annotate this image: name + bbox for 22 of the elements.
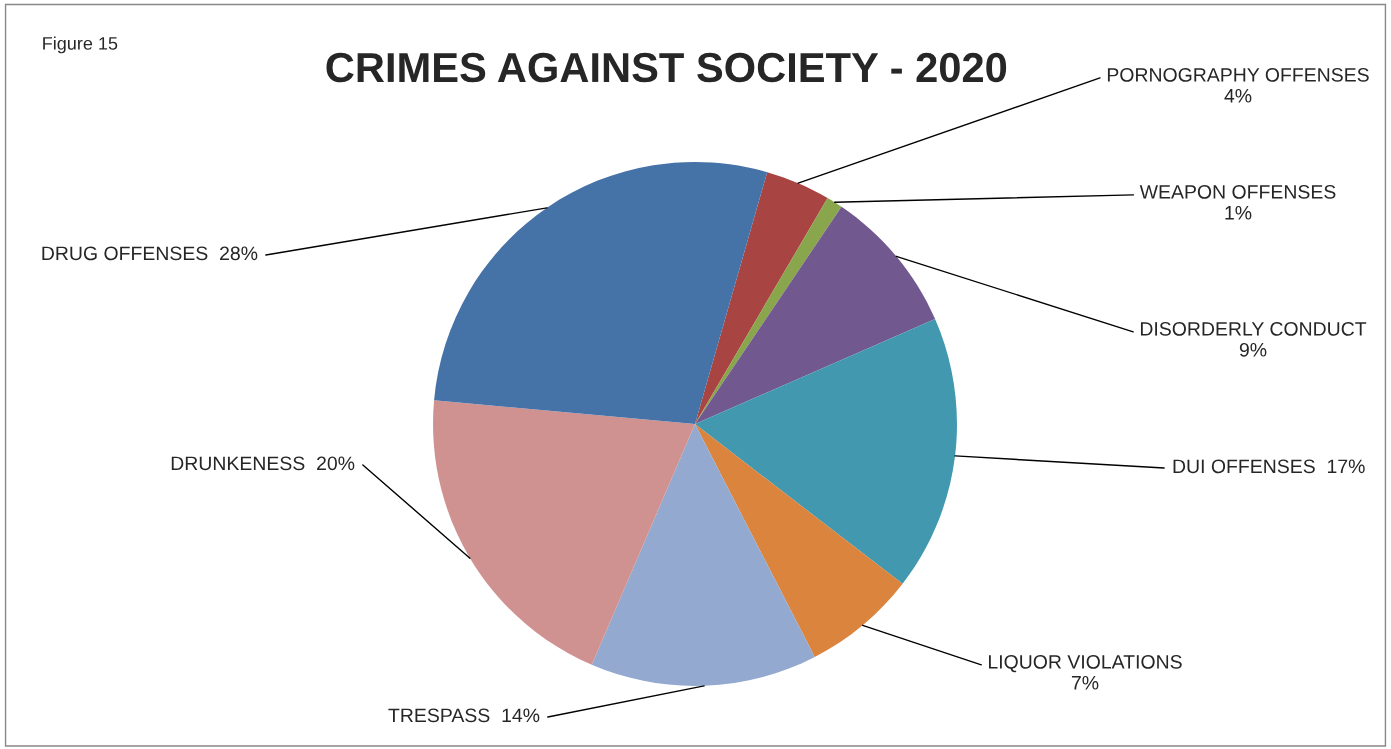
data-label: 7% [1071, 676, 1099, 690]
slice-label: LIQUOR VIOLATIONS [988, 654, 1182, 673]
chart-title: CRIMES AGAINST SOCIETY - 2020 [326, 52, 1007, 83]
slice-label: TRESPASS 14% [388, 708, 540, 723]
pie-slice [695, 206, 936, 424]
slice-label: DUI OFFENSES 17% [1173, 459, 1365, 474]
data-label: 4% [1224, 89, 1252, 103]
pie-slice [695, 319, 957, 584]
slice-label: DRUNKENESS 20% [171, 456, 355, 471]
data-label: 1% [1225, 206, 1252, 220]
pie-slice [695, 198, 842, 424]
pie-slice [433, 400, 695, 665]
caption: Figure 15 [43, 36, 118, 54]
pie-slice [591, 424, 815, 686]
data-label: 9% [1239, 342, 1267, 357]
pie-slice [434, 162, 768, 424]
pie-slice [695, 172, 828, 424]
slice-label: WEAPON OFFENSES [1139, 184, 1336, 199]
pie-slice [695, 424, 903, 658]
slice-label: DRUG OFFENSES 28% [42, 246, 258, 261]
slice-label: DISORDERLY CONDUCT [1140, 321, 1367, 336]
slice-label: PORNOGRAPHY OFFENSES [1107, 67, 1369, 82]
